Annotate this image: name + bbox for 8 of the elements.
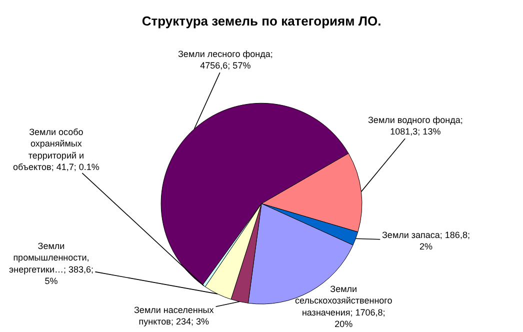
slice-label: Земли водного фонда; 1081,3; 13%: [368, 115, 463, 137]
slice-label: Земли лесного фонда; 4756,6; 57%: [178, 49, 273, 71]
slice-label: Земли населенных пунктов; 234; 3%: [134, 305, 214, 327]
chart-title: Структура земель по категориям ЛО.: [142, 14, 382, 29]
slice-label: Земли промышленности, энергетики…; 383,6; 5%: [9, 241, 94, 286]
slice-label: Земли запаса; 186,8; 2%: [382, 230, 470, 252]
slice-label: Земли сельскохозяйственного назначения; 1706,8; 20%: [295, 284, 392, 330]
slice-label: Земли особо охраняймых территорий и объектов; 41,7; 0.1%: [13, 127, 100, 172]
